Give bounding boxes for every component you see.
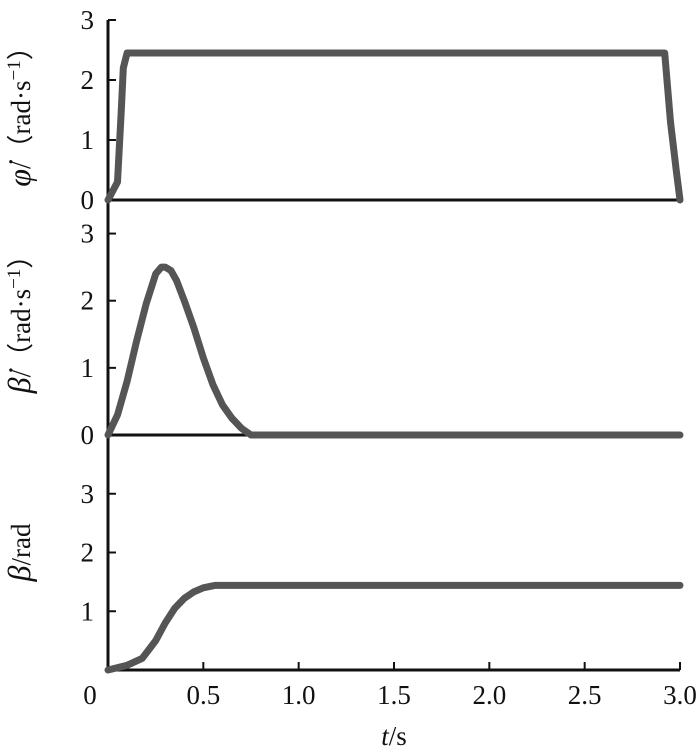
- y-tick-label: 0: [81, 185, 95, 215]
- axes: [106, 20, 680, 672]
- series-line-beta: [104, 581, 684, 674]
- x-tick-label: 2.0: [472, 680, 506, 710]
- y-axis-label-text: β̇/（rad·s−1）: [1, 242, 37, 395]
- y-tick-label: 3: [81, 5, 95, 35]
- y-tick-label: 0: [81, 420, 95, 450]
- y-tick-label: 2: [81, 65, 95, 95]
- series: [104, 49, 684, 674]
- ticks: 0 1 2 3 0 1 2 3 1 2 3 0 0.5 1.0 1.5 2.0 2.5 3.0: [81, 5, 697, 710]
- y-tick-label: 1: [81, 596, 95, 626]
- x-tick-label: 1.5: [377, 680, 411, 710]
- x-tick-label: 2.5: [568, 680, 602, 710]
- x-tick-label: 0: [83, 680, 97, 710]
- labels: φ̇/（rad·s−1） β̇/（rad·s−1） β/rad t/s: [1, 33, 407, 751]
- y-tick-label: 2: [81, 286, 95, 316]
- x-tick-label: 3.0: [663, 680, 697, 710]
- y-axis-label-text: β/rad: [1, 523, 37, 582]
- y-tick-label: 1: [81, 353, 95, 383]
- series-line-beta-dot: [104, 263, 684, 439]
- y-axis-label-beta-dot: β̇/（rad·s−1）: [1, 242, 37, 395]
- x-axis-label: t/s: [381, 721, 407, 751]
- y-tick-label: 3: [81, 479, 95, 509]
- y-tick-label: 1: [81, 125, 95, 155]
- y-axis-label-text: φ̇/（rad·s−1）: [1, 33, 37, 186]
- x-tick-label: 1.0: [282, 680, 316, 710]
- y-tick-label: 3: [81, 219, 95, 249]
- y-axis-label-beta: β/rad: [1, 523, 37, 582]
- series-line-phi-dot: [104, 49, 684, 204]
- y-tick-label: 2: [81, 538, 95, 568]
- x-tick-label: 0.5: [186, 680, 220, 710]
- y-axis-label-phi-dot: φ̇/（rad·s−1）: [1, 33, 37, 186]
